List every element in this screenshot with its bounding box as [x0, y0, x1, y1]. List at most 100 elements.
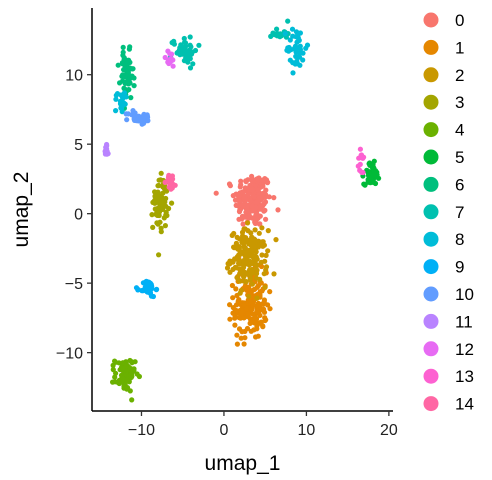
data-point	[230, 193, 236, 199]
data-point	[150, 293, 156, 300]
data-point	[232, 256, 238, 262]
data-point	[253, 270, 260, 276]
x-tick-label: 0	[219, 422, 228, 439]
data-point	[357, 146, 363, 152]
data-point	[143, 285, 150, 291]
data-point	[156, 182, 162, 189]
data-point	[259, 177, 266, 183]
data-point	[149, 212, 155, 218]
data-point	[154, 220, 160, 226]
data-point	[229, 232, 235, 238]
data-point	[166, 205, 172, 212]
legend-key	[423, 176, 439, 192]
data-point	[236, 203, 242, 209]
legend-label: 14	[455, 395, 474, 414]
legend-key	[423, 204, 439, 220]
data-point	[297, 30, 303, 36]
legend-item-4: 4	[423, 121, 464, 140]
series-2	[224, 220, 279, 301]
data-point	[132, 112, 138, 118]
data-point	[278, 32, 284, 38]
y-tick-label: 0	[74, 207, 83, 224]
data-point	[232, 315, 238, 321]
series-10	[123, 108, 151, 127]
legend-label: 4	[455, 121, 464, 140]
legend-key	[423, 12, 439, 28]
data-point	[189, 49, 195, 55]
data-point	[258, 206, 264, 212]
data-point	[157, 199, 163, 205]
series-9	[133, 278, 160, 300]
x-tick-label: −10	[128, 422, 155, 439]
legend-key	[423, 259, 439, 275]
data-point	[360, 169, 366, 176]
data-point	[260, 191, 266, 197]
data-point	[261, 242, 267, 248]
data-point	[147, 280, 153, 286]
data-point	[166, 60, 172, 67]
legend-key	[423, 286, 439, 302]
data-point	[131, 75, 137, 81]
legend-label: 2	[455, 66, 464, 85]
data-point	[256, 230, 262, 236]
data-point	[263, 187, 269, 193]
data-point	[254, 284, 260, 290]
data-point	[110, 362, 116, 368]
legend-label: 5	[455, 148, 464, 167]
data-point	[252, 261, 258, 267]
data-point	[113, 108, 119, 114]
data-point	[244, 287, 250, 293]
data-point	[251, 327, 257, 333]
ticks: −10 0 10 20 −10 −5 0 5 10	[56, 68, 398, 439]
data-point	[239, 189, 245, 195]
data-point	[124, 61, 131, 67]
data-point	[238, 335, 244, 341]
legend-item-6: 6	[423, 175, 464, 194]
data-point	[117, 80, 123, 86]
series-13	[355, 146, 367, 176]
data-point	[275, 207, 281, 213]
data-point	[355, 163, 361, 169]
data-point	[158, 229, 164, 235]
data-point	[236, 299, 242, 305]
data-point	[236, 236, 242, 242]
data-point	[165, 174, 172, 180]
data-point	[262, 284, 268, 290]
data-point	[237, 290, 243, 296]
data-point	[361, 181, 367, 187]
data-point	[113, 96, 119, 102]
data-point	[241, 315, 247, 321]
data-point	[187, 34, 193, 40]
data-point	[244, 202, 250, 209]
legend-label: 7	[455, 203, 464, 222]
data-point	[128, 95, 134, 101]
data-point	[255, 187, 261, 193]
data-point	[285, 18, 291, 24]
y-axis-title: umap_2	[10, 172, 33, 248]
data-point	[164, 212, 170, 219]
series-0	[213, 173, 281, 261]
data-point	[155, 194, 161, 200]
data-point	[169, 200, 175, 206]
legend-label: 6	[455, 175, 464, 194]
data-point	[366, 161, 372, 167]
data-point	[257, 312, 263, 318]
data-point	[239, 202, 246, 208]
data-point	[265, 228, 271, 234]
data-point	[127, 66, 134, 72]
data-point	[248, 299, 254, 305]
data-point	[250, 311, 256, 317]
legend-key	[423, 67, 439, 83]
data-point	[370, 178, 376, 184]
series-12	[162, 48, 176, 69]
data-point	[257, 289, 263, 295]
data-point	[259, 263, 265, 270]
data-point	[268, 33, 274, 40]
data-point	[125, 111, 131, 117]
series-4	[110, 357, 142, 403]
data-point	[154, 209, 160, 215]
data-point	[263, 252, 269, 258]
data-point	[134, 371, 140, 377]
data-point	[213, 190, 219, 196]
data-point	[264, 180, 271, 186]
